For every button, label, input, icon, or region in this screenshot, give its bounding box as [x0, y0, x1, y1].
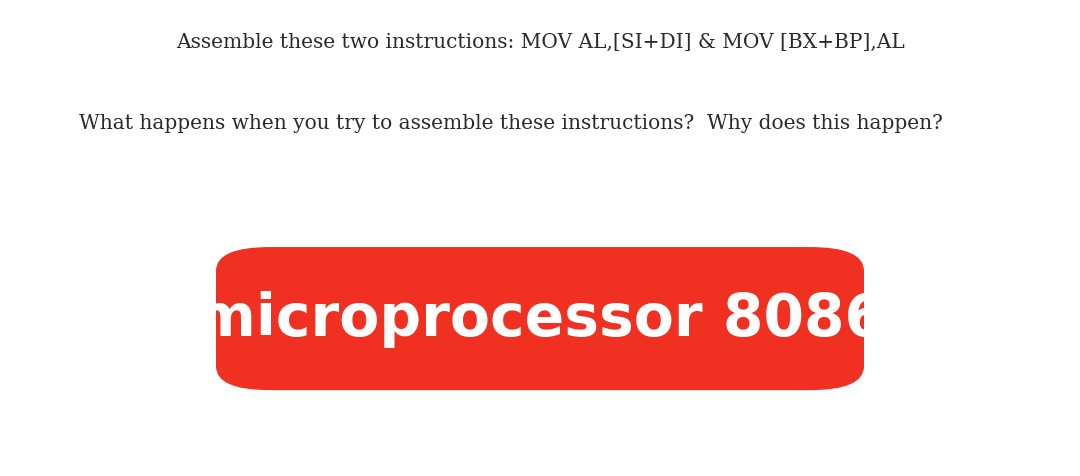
Text: Assemble these two instructions: MOV AL,[SI+DI] & MOV [BX+BP],AL: Assemble these two instructions: MOV AL,…	[176, 33, 904, 52]
FancyBboxPatch shape	[216, 248, 864, 390]
Text: What happens when you try to assemble these instructions?  Why does this happen?: What happens when you try to assemble th…	[79, 114, 943, 133]
Text: microprocessor 8086: microprocessor 8086	[194, 290, 886, 347]
